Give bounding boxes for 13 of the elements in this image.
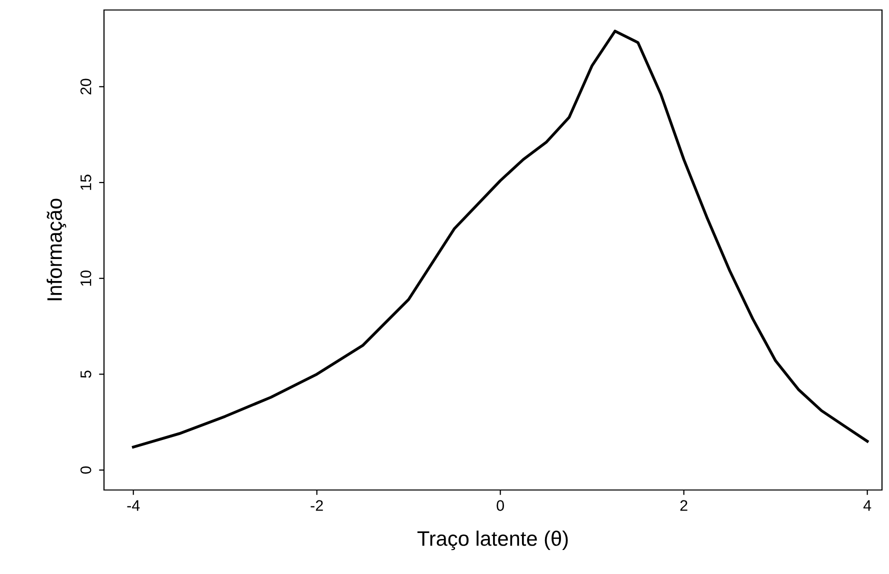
y-tick-label: 20 (80, 78, 92, 94)
x-tick-label: 4 (863, 500, 872, 511)
y-tick-label: 5 (80, 370, 92, 378)
y-tick-label: 0 (80, 466, 92, 474)
x-axis-title: Traço latente (θ) (417, 530, 568, 550)
y-tick-label: 15 (80, 174, 92, 190)
x-tick-label: 0 (496, 500, 504, 511)
y-axis-title: Informação (46, 198, 66, 300)
y-tick-label: 10 (80, 270, 92, 286)
x-tick-label: 2 (680, 500, 688, 511)
x-tick-label: -4 (127, 500, 140, 511)
line-series (132, 30, 869, 448)
x-tick-label: -2 (310, 500, 323, 511)
